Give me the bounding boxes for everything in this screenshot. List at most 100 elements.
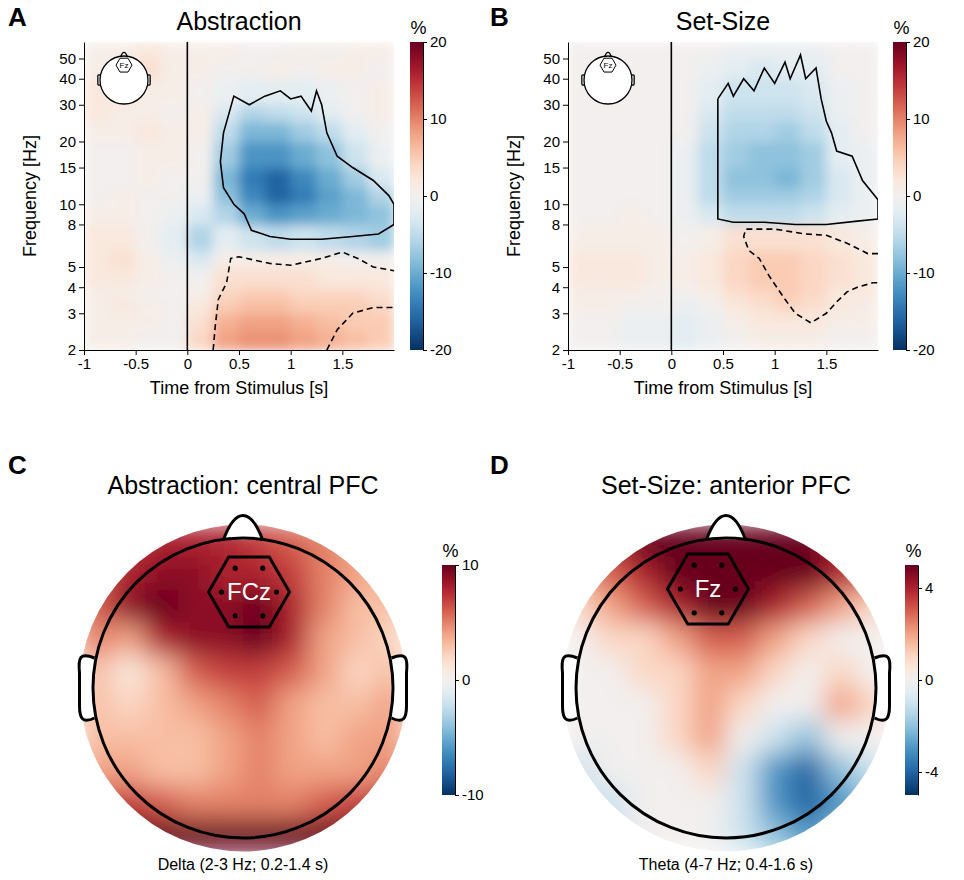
cell — [697, 299, 723, 314]
electrode-label: Fz — [695, 575, 722, 602]
cell — [342, 79, 368, 106]
cell — [374, 819, 407, 852]
plot-area — [568, 42, 878, 350]
cell — [671, 59, 697, 80]
cell — [265, 42, 291, 59]
cell — [697, 141, 723, 168]
cells — [84, 42, 394, 350]
cell — [826, 168, 852, 189]
cell — [210, 753, 243, 786]
cell — [317, 59, 343, 80]
cell — [775, 105, 801, 122]
cell — [594, 188, 620, 205]
cell — [775, 287, 801, 300]
cell — [693, 786, 726, 819]
tick: 20 — [59, 133, 84, 150]
cell — [568, 188, 594, 205]
cell — [112, 557, 145, 590]
cell — [749, 141, 775, 168]
cell — [308, 590, 341, 623]
cell — [646, 121, 672, 142]
cell — [136, 299, 162, 314]
cell — [857, 590, 890, 623]
cell — [826, 267, 852, 288]
cell — [210, 786, 243, 819]
cell — [342, 267, 368, 288]
tick-mark — [918, 772, 922, 773]
cell — [265, 299, 291, 314]
tick-mark — [563, 141, 568, 142]
cell — [162, 141, 188, 168]
cell — [187, 287, 213, 300]
cell — [749, 79, 775, 106]
cell — [749, 59, 775, 80]
tick-mark — [563, 204, 568, 205]
cell — [341, 525, 374, 558]
cell — [801, 141, 827, 168]
cell — [568, 105, 594, 122]
cell — [568, 330, 594, 350]
cell — [213, 251, 239, 268]
axis: -20-1001020 — [423, 33, 452, 358]
cell — [775, 79, 801, 106]
tick: 50 — [543, 50, 568, 67]
tick: 40 — [59, 70, 84, 87]
tick-label: 30 — [59, 96, 76, 113]
cell — [563, 525, 596, 558]
cell — [646, 313, 672, 330]
inset-label: Fz — [604, 61, 613, 70]
inset-roi — [116, 58, 132, 72]
cell — [568, 267, 594, 288]
cell — [341, 688, 374, 721]
tick-mark — [563, 224, 568, 225]
cell — [145, 753, 178, 786]
cell — [317, 287, 343, 300]
cell — [112, 819, 145, 852]
cell — [723, 105, 749, 122]
tick-label: 4 — [68, 279, 76, 296]
tick: 5 — [552, 258, 568, 275]
tick-label: 50 — [543, 50, 560, 67]
cell — [291, 267, 317, 288]
cell — [646, 79, 672, 106]
cell — [162, 121, 188, 142]
cell — [342, 287, 368, 300]
cell — [749, 267, 775, 288]
tick-mark — [79, 105, 84, 106]
tick-label: 10 — [462, 556, 479, 573]
cell — [178, 753, 211, 786]
cell — [671, 204, 697, 225]
cell — [620, 42, 646, 59]
cell — [697, 267, 723, 288]
cell — [620, 224, 646, 251]
tick-mark — [79, 204, 84, 205]
tick-label: 10 — [59, 196, 76, 213]
cell — [852, 121, 878, 142]
cell — [693, 753, 726, 786]
cell — [368, 141, 394, 168]
cell — [824, 655, 857, 688]
cell — [112, 688, 145, 721]
cell — [239, 168, 265, 189]
cell — [317, 42, 343, 59]
cell — [80, 557, 113, 590]
cell — [726, 623, 759, 656]
cell — [84, 188, 110, 205]
cell — [317, 141, 343, 168]
cell — [620, 299, 646, 314]
cell — [723, 188, 749, 205]
tick: 30 — [543, 96, 568, 113]
cell — [775, 204, 801, 225]
cell — [84, 251, 110, 268]
cell — [243, 688, 276, 721]
cell — [136, 330, 162, 350]
cell — [852, 59, 878, 80]
cell — [341, 819, 374, 852]
cell — [595, 525, 628, 558]
cell — [568, 224, 594, 251]
tick-mark — [906, 273, 910, 274]
cell — [112, 623, 145, 656]
cell — [213, 141, 239, 168]
cell — [726, 688, 759, 721]
cell — [646, 188, 672, 205]
